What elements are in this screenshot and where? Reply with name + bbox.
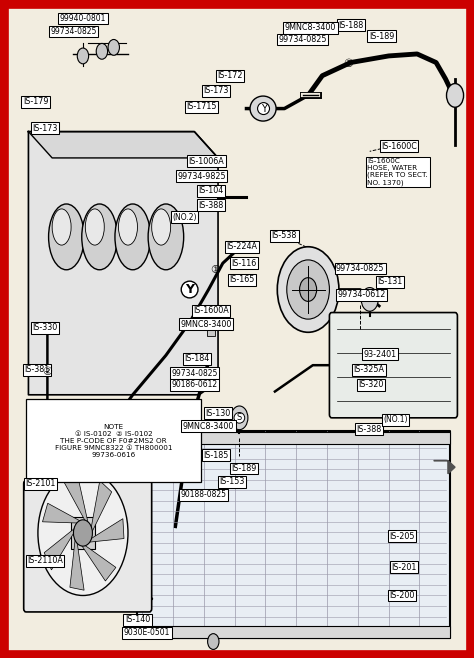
Text: IS-173: IS-173 — [203, 86, 228, 95]
Polygon shape — [28, 132, 218, 158]
Circle shape — [287, 260, 329, 319]
Bar — [179, 434, 186, 447]
Ellipse shape — [85, 209, 104, 245]
Circle shape — [447, 84, 464, 107]
Bar — [137, 432, 450, 444]
Ellipse shape — [48, 204, 84, 270]
Text: 9MNC8-3400: 9MNC8-3400 — [285, 23, 336, 32]
Bar — [167, 467, 174, 480]
Circle shape — [300, 278, 317, 301]
Text: 99734-0825: 99734-0825 — [278, 35, 327, 44]
Circle shape — [108, 39, 119, 55]
FancyBboxPatch shape — [24, 480, 152, 612]
Text: IS-330: IS-330 — [32, 323, 58, 332]
Text: IS-224A: IS-224A — [226, 242, 257, 251]
Text: 99734-0612: 99734-0612 — [337, 290, 385, 299]
Text: IS-185: IS-185 — [203, 451, 228, 460]
Circle shape — [38, 470, 128, 595]
Text: IS-388: IS-388 — [198, 201, 224, 210]
Text: 9MNC8-3400: 9MNC8-3400 — [181, 320, 232, 329]
Circle shape — [96, 43, 108, 59]
Text: 90186-0612: 90186-0612 — [171, 380, 218, 390]
Text: IS-179: IS-179 — [23, 97, 48, 107]
Circle shape — [361, 288, 378, 311]
Circle shape — [77, 48, 89, 64]
Text: IS-140: IS-140 — [125, 615, 150, 624]
Bar — [207, 322, 215, 336]
Text: Y: Y — [185, 283, 194, 296]
Text: IS-189: IS-189 — [369, 32, 394, 41]
Text: IS-188: IS-188 — [338, 20, 364, 30]
Text: (NO.2): (NO.2) — [173, 213, 197, 222]
Text: 9MNC8-3400: 9MNC8-3400 — [183, 422, 234, 431]
Bar — [137, 626, 450, 638]
Text: IS-172: IS-172 — [217, 71, 243, 80]
Polygon shape — [28, 132, 218, 395]
Text: 99940-0801: 99940-0801 — [60, 14, 106, 23]
FancyBboxPatch shape — [329, 313, 457, 418]
Text: IS-116: IS-116 — [231, 259, 257, 268]
Polygon shape — [434, 461, 455, 474]
Polygon shape — [43, 503, 81, 523]
Polygon shape — [137, 431, 450, 638]
Text: 93-2401: 93-2401 — [364, 349, 397, 359]
Ellipse shape — [148, 204, 183, 270]
Text: ②: ② — [343, 59, 354, 70]
Text: IS-381: IS-381 — [24, 365, 50, 374]
Bar — [71, 517, 95, 549]
Circle shape — [73, 520, 92, 546]
Polygon shape — [70, 538, 84, 590]
Text: IS-205: IS-205 — [389, 532, 415, 541]
Text: IS-538: IS-538 — [272, 231, 297, 240]
Circle shape — [208, 634, 219, 649]
Circle shape — [277, 247, 339, 332]
Text: 99734-9825: 99734-9825 — [177, 172, 226, 181]
Text: IS-320: IS-320 — [358, 380, 383, 390]
Text: 9030E-0501: 9030E-0501 — [124, 628, 170, 638]
Text: IS-104: IS-104 — [198, 186, 224, 195]
Ellipse shape — [82, 204, 117, 270]
Text: IS-130: IS-130 — [205, 409, 231, 418]
Text: IS-388: IS-388 — [356, 424, 382, 434]
Text: IS-131: IS-131 — [377, 277, 402, 286]
Ellipse shape — [52, 209, 71, 245]
Text: IS-2101: IS-2101 — [25, 479, 55, 488]
Text: 99734-0825: 99734-0825 — [50, 27, 97, 36]
Text: IS-1715: IS-1715 — [186, 102, 217, 111]
FancyBboxPatch shape — [26, 399, 201, 482]
Text: IS-173: IS-173 — [32, 124, 58, 133]
Text: IS-325A: IS-325A — [353, 365, 384, 374]
Ellipse shape — [250, 96, 276, 121]
Text: NOTE
① IS-0102  ② IS-0102
THE P-CODE OF F0#2MS2 OR
FIGURE 9MNC8322 ① TH800001
99: NOTE ① IS-0102 ② IS-0102 THE P-CODE OF F… — [55, 424, 173, 458]
Text: S: S — [237, 413, 242, 422]
Text: 90188-0825: 90188-0825 — [181, 490, 227, 499]
Polygon shape — [81, 545, 116, 581]
Text: 99734-0825: 99734-0825 — [171, 368, 218, 378]
Text: IS-200: IS-200 — [389, 591, 415, 600]
Text: IS-189: IS-189 — [231, 464, 257, 473]
Text: ①: ① — [210, 265, 221, 275]
Circle shape — [231, 406, 248, 430]
Text: IS-1006A: IS-1006A — [188, 157, 224, 166]
Text: IS-153: IS-153 — [219, 477, 245, 486]
Ellipse shape — [152, 209, 171, 245]
Text: IS-1600C
HOSE, WATER
(REFER TO SECT.
NO. 1370): IS-1600C HOSE, WATER (REFER TO SECT. NO.… — [367, 158, 428, 186]
Text: 99734-0825: 99734-0825 — [336, 264, 384, 273]
Text: IS-1600A: IS-1600A — [193, 306, 229, 315]
Text: IS-201: IS-201 — [391, 563, 417, 572]
Ellipse shape — [115, 204, 151, 270]
Text: (NO.1): (NO.1) — [383, 415, 408, 424]
Text: IS-2110A: IS-2110A — [27, 556, 63, 565]
Polygon shape — [64, 476, 88, 524]
Polygon shape — [88, 519, 124, 542]
Text: IS-184: IS-184 — [184, 354, 210, 363]
Text: IS-165: IS-165 — [229, 275, 255, 284]
Ellipse shape — [118, 209, 137, 245]
Text: Y: Y — [261, 103, 266, 114]
Polygon shape — [91, 481, 112, 533]
Text: ②: ② — [42, 367, 53, 377]
Polygon shape — [44, 528, 75, 570]
Text: IS-1600C: IS-1600C — [381, 141, 417, 151]
